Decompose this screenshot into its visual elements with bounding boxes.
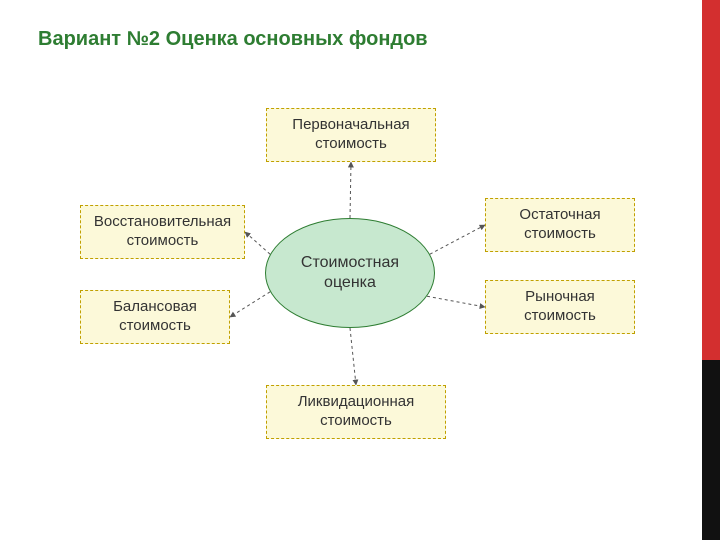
node-left1: Восстановительная стоимость	[80, 205, 245, 259]
node-top: Первоначальная стоимость	[266, 108, 436, 162]
node-left2: Балансовая стоимость	[80, 290, 230, 344]
accent-sidebar	[702, 0, 720, 540]
node-right2: Рыночная стоимость	[485, 280, 635, 334]
node-bottom: Ликвидационная стоимость	[266, 385, 446, 439]
accent-stripe-black	[702, 360, 720, 540]
center-node: Стоимостная оценка	[265, 218, 435, 328]
accent-stripe-red	[702, 0, 720, 360]
node-right1: Остаточная стоимость	[485, 198, 635, 252]
page-title: Вариант №2 Оценка основных фондов	[38, 28, 428, 51]
